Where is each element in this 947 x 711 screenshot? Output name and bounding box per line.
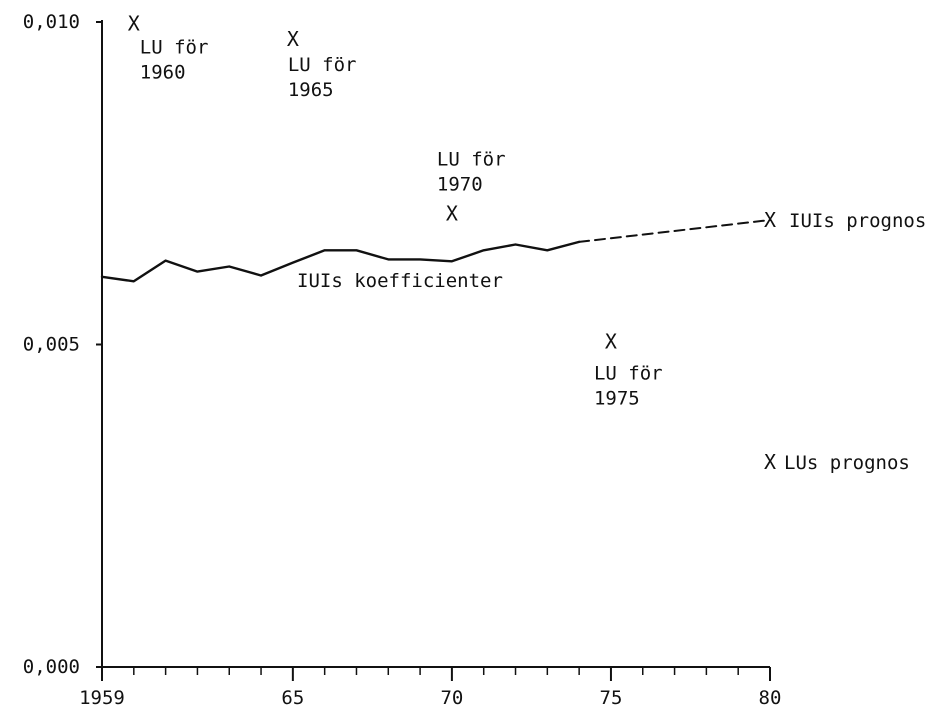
data-point-label: LU för bbox=[437, 149, 506, 171]
data-point-marker: X bbox=[764, 208, 776, 232]
data-point-marker: X bbox=[287, 27, 299, 51]
y-tick-label: 0,005 bbox=[23, 334, 80, 356]
data-point-label: 1960 bbox=[140, 61, 186, 83]
forecast-line bbox=[578, 219, 771, 243]
data-point-label: LUs prognos bbox=[784, 452, 910, 474]
series-lines bbox=[100, 219, 771, 283]
data-point-label: 1975 bbox=[594, 387, 640, 409]
x-tick-label: 80 bbox=[759, 687, 782, 709]
axes: 0,000 0,005 0,010 1959 65 70 75 80 bbox=[23, 11, 782, 709]
y-tick-label: 0,000 bbox=[23, 656, 80, 678]
data-point-label: IUIs prognos bbox=[789, 210, 926, 232]
x-tick-label: 65 bbox=[281, 687, 304, 709]
data-point-marker: X bbox=[128, 11, 140, 35]
data-point-marker: X bbox=[605, 329, 617, 353]
data-point-marker: X bbox=[446, 202, 458, 226]
x-tick-label: 1959 bbox=[79, 687, 125, 709]
data-point-label: 1970 bbox=[437, 174, 483, 196]
data-point-marker: X bbox=[764, 450, 776, 474]
data-point-label: LU för bbox=[594, 362, 663, 384]
x-tick-label: 70 bbox=[440, 687, 463, 709]
data-point-label: 1965 bbox=[288, 79, 334, 101]
coefficient-line bbox=[100, 240, 581, 283]
y-tick-label: 0,010 bbox=[23, 11, 80, 33]
series-label: IUIs koefficienter bbox=[297, 270, 503, 292]
data-point-label: LU för bbox=[288, 54, 357, 76]
data-point-label: LU för bbox=[140, 36, 209, 58]
x-tick-label: 75 bbox=[600, 687, 623, 709]
